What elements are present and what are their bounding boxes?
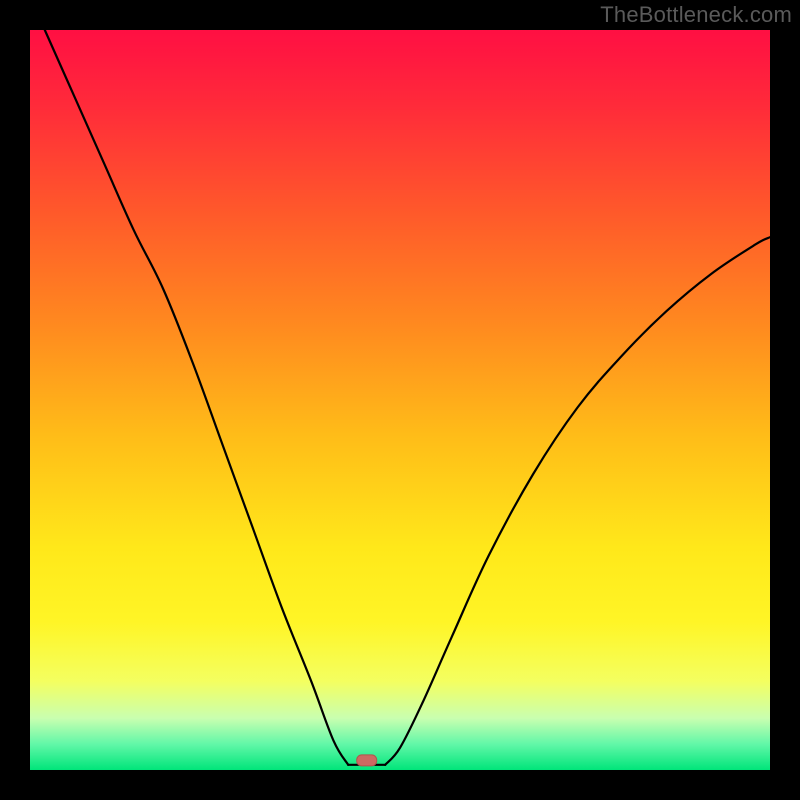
chart-container: TheBottleneck.com (0, 0, 800, 800)
bottleneck-chart (0, 0, 800, 800)
optimal-point-marker (357, 755, 377, 766)
watermark-text: TheBottleneck.com (600, 2, 792, 28)
